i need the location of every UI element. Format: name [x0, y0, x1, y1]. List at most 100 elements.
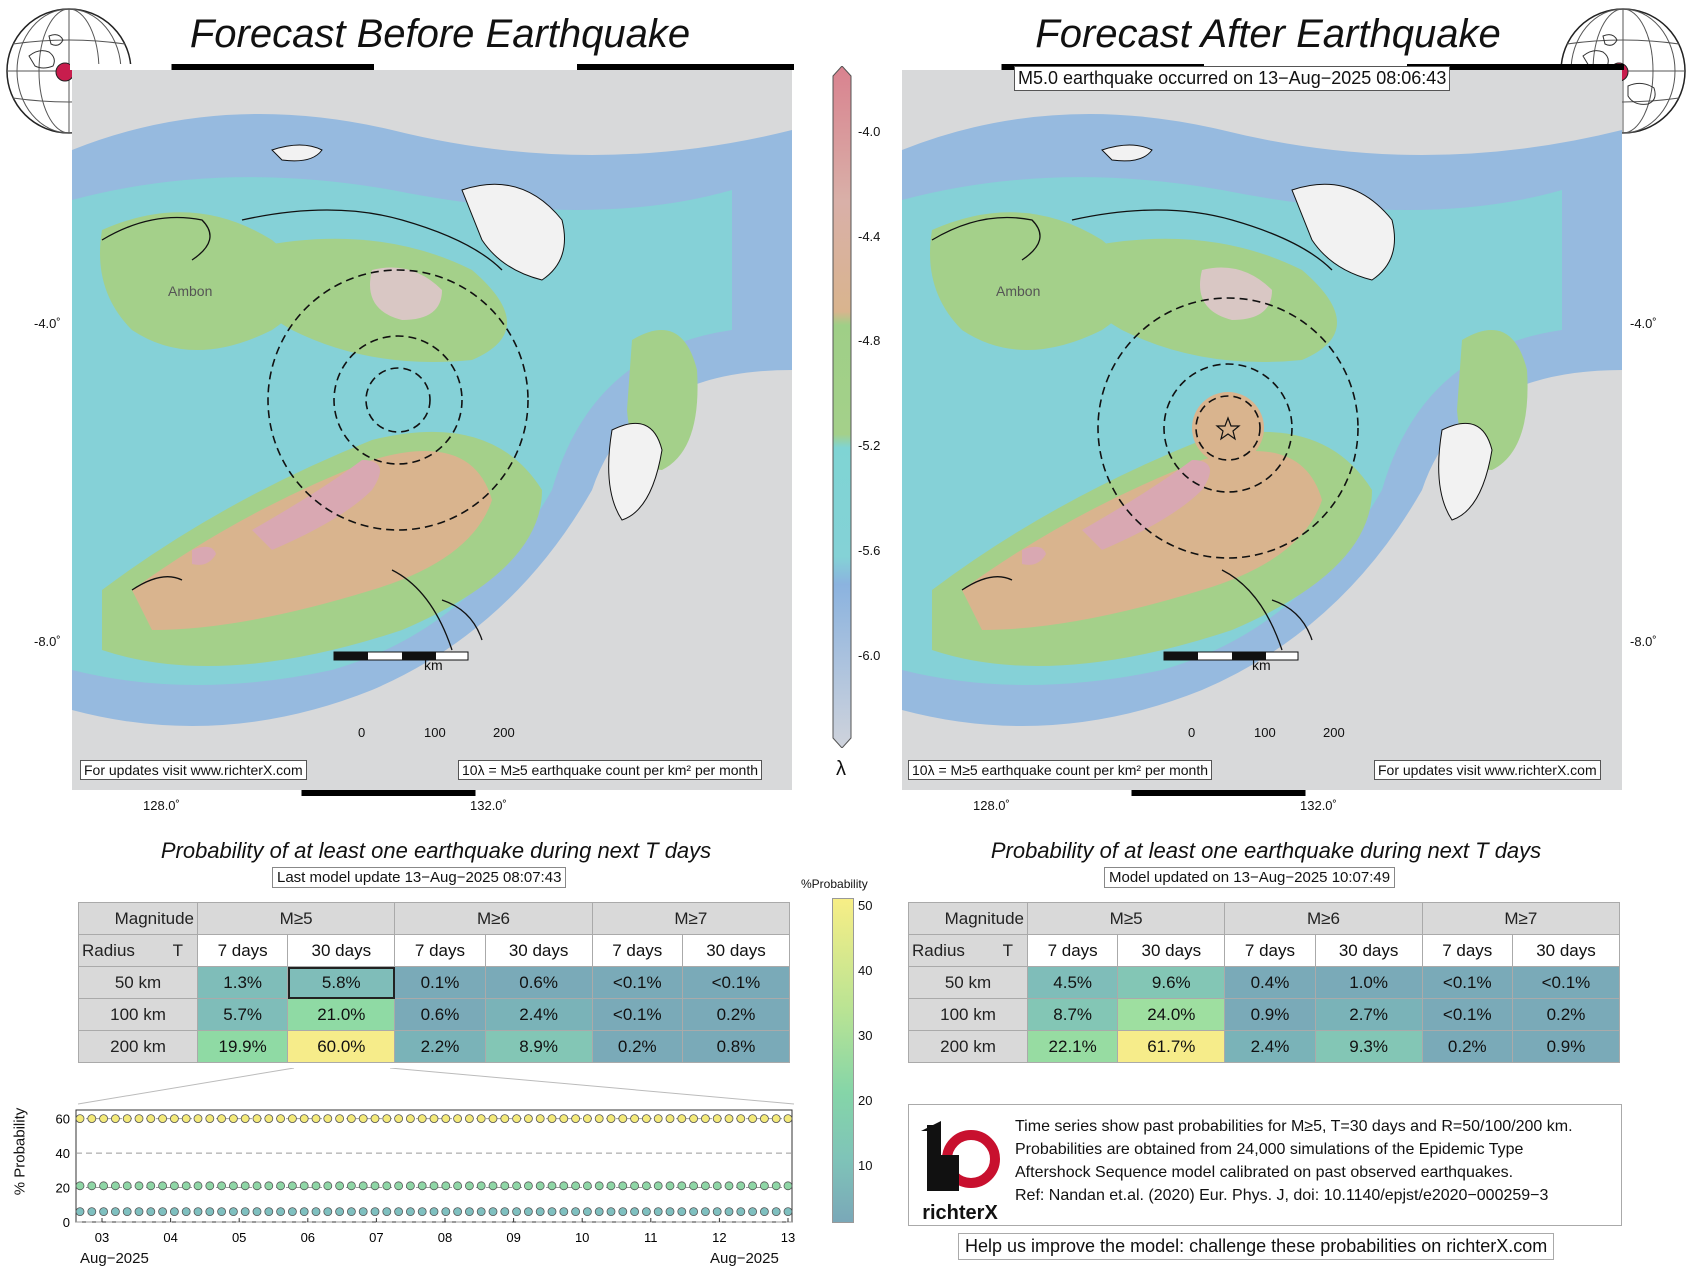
- data-point: [323, 1181, 333, 1191]
- data-point: [523, 1181, 533, 1191]
- data-point: [559, 1114, 569, 1124]
- data-point: [571, 1207, 580, 1217]
- lambda-colorbar: [832, 65, 852, 749]
- right-scale-0: 0: [1188, 725, 1196, 740]
- data-point: [75, 1114, 85, 1124]
- prob-colorbar: [832, 898, 854, 1223]
- data-point: [535, 1181, 545, 1191]
- cell: <0.1%: [1421, 966, 1513, 999]
- ts-ylabel: % Probability: [11, 1107, 29, 1196]
- data-point: [783, 1207, 793, 1217]
- data-point: [559, 1207, 569, 1217]
- data-point: [476, 1114, 486, 1124]
- data-point: [689, 1114, 698, 1124]
- data-point: [653, 1181, 663, 1191]
- mag-7: M≥7: [591, 902, 791, 935]
- period: 30 days: [1117, 934, 1226, 967]
- cell: 0.2%: [1421, 1030, 1513, 1063]
- y-tick-label: 20: [56, 1181, 70, 1196]
- cell: 60.0%: [287, 1030, 396, 1063]
- data-point: [441, 1181, 451, 1191]
- prob-tick-10: 10: [858, 1158, 873, 1173]
- data-point: [346, 1181, 356, 1191]
- data-point: [228, 1181, 238, 1191]
- data-point: [287, 1207, 297, 1217]
- data-point: [358, 1114, 368, 1124]
- data-point: [523, 1207, 533, 1217]
- radius-200: 200 km: [908, 1030, 1028, 1063]
- data-point: [228, 1207, 238, 1217]
- cell: 0.2%: [681, 998, 791, 1031]
- richterx-logo[interactable]: richterX: [915, 1111, 1005, 1224]
- left-table-update: Last model update 13−Aug−2025 08:07:43: [272, 867, 567, 888]
- data-point: [453, 1181, 463, 1191]
- right-map[interactable]: [902, 70, 1622, 790]
- data-point: [535, 1114, 545, 1124]
- data-point: [299, 1114, 309, 1124]
- data-point: [323, 1114, 333, 1124]
- corner-magnitude: Magnitude: [908, 902, 1028, 935]
- data-point: [417, 1181, 427, 1191]
- data-point: [583, 1207, 592, 1217]
- help-link[interactable]: Help us improve the model: challenge the…: [958, 1233, 1555, 1260]
- info-line: Aftershock Sequence model calibrated on …: [1015, 1164, 1514, 1181]
- data-point: [394, 1114, 404, 1124]
- data-point: [335, 1207, 345, 1217]
- data-point: [87, 1181, 97, 1191]
- period: 7 days: [1026, 934, 1119, 967]
- data-point: [523, 1114, 533, 1124]
- prob-tick-30: 30: [858, 1028, 873, 1043]
- data-point: [712, 1181, 722, 1191]
- data-point: [464, 1114, 474, 1124]
- data-point: [99, 1181, 108, 1191]
- cell: 22.1%: [1026, 1030, 1119, 1063]
- data-point: [594, 1207, 604, 1217]
- lambda-tick-56: -5.6: [858, 543, 881, 558]
- info-line: Probabilities are obtained from 24,000 s…: [1015, 1141, 1524, 1158]
- data-point: [240, 1207, 250, 1217]
- left-map[interactable]: [72, 70, 792, 790]
- data-point: [618, 1181, 628, 1191]
- y-tick-label: 60: [56, 1112, 70, 1127]
- data-point: [488, 1207, 498, 1217]
- x-tick-label: 11: [644, 1230, 658, 1245]
- data-point: [158, 1207, 167, 1217]
- ts-month-left: Aug−2025: [80, 1250, 149, 1267]
- cell: 0.8%: [681, 1030, 791, 1063]
- left-footer-url[interactable]: For updates visit www.richterX.com: [80, 760, 307, 780]
- left-lat-4: -4.0˚: [34, 316, 61, 331]
- right-lon-132: 132.0˚: [1300, 798, 1337, 813]
- data-point: [771, 1207, 781, 1217]
- data-point: [75, 1181, 85, 1191]
- data-point: [500, 1207, 510, 1217]
- left-scale-100: 100: [424, 725, 446, 740]
- data-point: [134, 1207, 144, 1217]
- data-point: [299, 1181, 309, 1191]
- data-point: [417, 1207, 427, 1217]
- data-point: [264, 1207, 274, 1217]
- cell: <0.1%: [681, 966, 791, 999]
- right-footer-url[interactable]: For updates visit www.richterX.com: [1374, 760, 1601, 780]
- data-point: [712, 1114, 722, 1124]
- left-lon-132: 132.0˚: [470, 798, 507, 813]
- cell: 0.2%: [591, 1030, 683, 1063]
- right-lat-8: -8.0˚: [1630, 634, 1657, 649]
- right-footer-units: 10λ = M≥5 earthquake count per km² per m…: [908, 760, 1213, 780]
- zoom-connector: [77, 1068, 795, 1105]
- data-point: [276, 1207, 286, 1217]
- data-point: [205, 1114, 215, 1124]
- right-table-heading: Probability of at least one earthquake d…: [990, 838, 1542, 863]
- period: 7 days: [1224, 934, 1316, 967]
- data-point: [583, 1114, 592, 1124]
- right-event-label: M5.0 earthquake occurred on 13−Aug−2025 …: [1014, 66, 1451, 91]
- x-tick-label: 12: [712, 1230, 726, 1245]
- data-point: [453, 1207, 463, 1217]
- period: 7 days: [196, 934, 289, 967]
- data-point: [252, 1207, 262, 1217]
- x-tick-label: 05: [232, 1230, 246, 1245]
- lambda-tick-44: -4.4: [858, 229, 881, 244]
- data-point: [606, 1207, 616, 1217]
- data-point: [464, 1181, 474, 1191]
- data-point: [547, 1114, 557, 1124]
- data-point: [606, 1114, 616, 1124]
